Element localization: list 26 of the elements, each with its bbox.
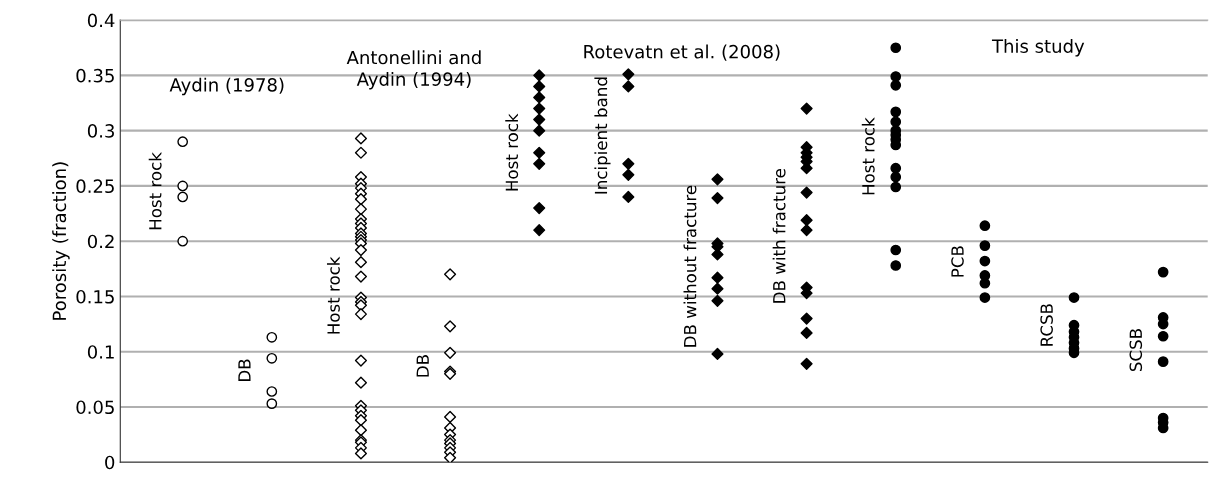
y-axis-title: Porosity (fraction) — [52, 162, 70, 320]
annotation: Host rock — [505, 113, 519, 191]
y-tick-label: 0.35 — [76, 68, 114, 83]
y-tick-label: 0.05 — [76, 400, 114, 415]
y-tick-label: 0.15 — [76, 289, 114, 304]
y-tick-label: 0.1 — [87, 345, 114, 359]
annotation: Host rock — [861, 117, 875, 195]
y-tick-label: 0 — [105, 455, 115, 470]
y-tick-label: 0.4 — [87, 13, 115, 28]
annotation: DB — [238, 359, 251, 381]
annotation: Antonellini and Aydin (1994) — [346, 50, 481, 90]
annotation: Rotevatn et al. (2008) — [584, 44, 780, 61]
annotation: PCB — [951, 246, 964, 277]
annotation: This study — [991, 39, 1085, 57]
y-tick-label: 0.3 — [87, 124, 114, 138]
annotation: DB without fracture — [683, 185, 697, 347]
annotation: DB with fracture — [772, 169, 786, 303]
y-tick-label: 0.2 — [87, 234, 114, 249]
annotation: Incipient band — [594, 77, 611, 194]
annotation: RCSB — [1040, 304, 1053, 346]
annotation: Host rock — [326, 256, 340, 334]
annotation: Aydin (1978) — [169, 77, 284, 96]
y-tick-label: 0.25 — [76, 179, 114, 194]
annotation: DB — [416, 355, 429, 377]
annotation: SCSB — [1129, 329, 1143, 372]
annotation: Host rock — [148, 152, 162, 230]
